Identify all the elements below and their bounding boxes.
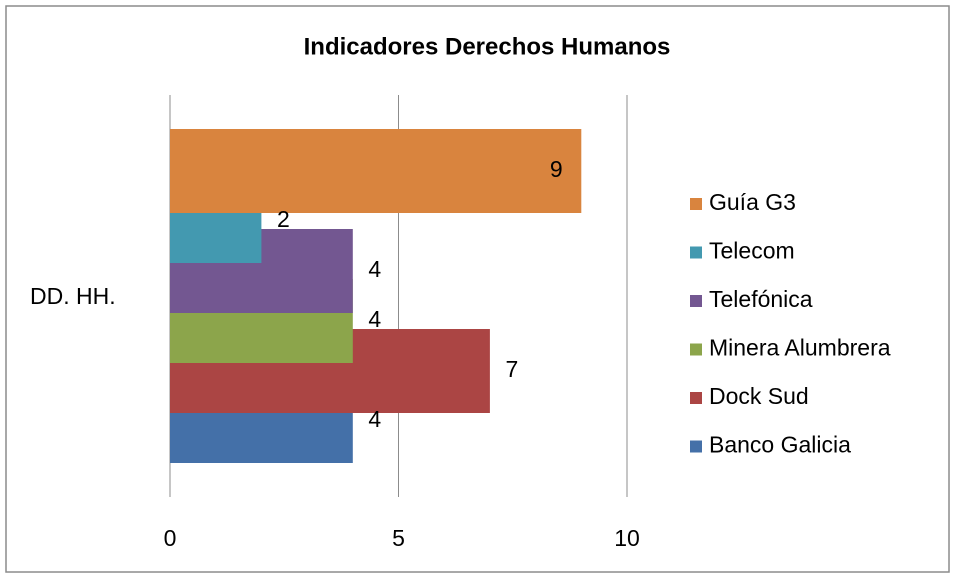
legend-label: Guía G3 <box>709 189 796 215</box>
y-tick-label: DD. HH. <box>30 283 116 309</box>
legend-swatch <box>690 295 702 307</box>
data-label: 4 <box>368 256 381 282</box>
legend-label: Banco Galicia <box>709 432 851 458</box>
x-tick-label: 0 <box>164 525 177 551</box>
legend-swatch <box>690 343 702 356</box>
data-label: 4 <box>368 306 381 332</box>
chart-frame <box>5 5 950 573</box>
x-tick-label: 10 <box>614 525 640 551</box>
chart-title: Indicadores Derechos Humanos <box>304 33 671 60</box>
data-label: 4 <box>368 406 381 432</box>
legend-label: Telecom <box>709 238 795 264</box>
data-label: 2 <box>277 206 290 232</box>
legend-label: Telefónica <box>709 286 813 312</box>
x-tick-label: 5 <box>392 525 405 551</box>
bar <box>170 129 582 213</box>
legend-swatch <box>690 198 702 210</box>
data-label: 7 <box>506 356 519 382</box>
legend-swatch <box>690 246 702 259</box>
legend-label: Minera Alumbrera <box>709 335 891 361</box>
legend-swatch <box>690 392 702 404</box>
legend-label: Dock Sud <box>709 383 809 409</box>
data-label: 9 <box>550 156 563 182</box>
legend-swatch <box>690 440 702 453</box>
